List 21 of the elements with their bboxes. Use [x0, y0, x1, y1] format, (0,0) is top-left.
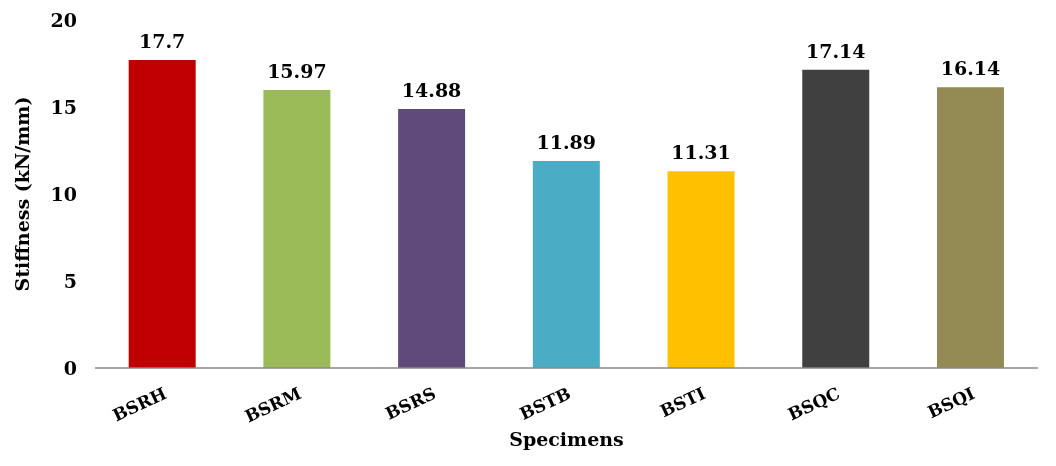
y-tick-label: 5 [63, 269, 77, 292]
data-label: 15.97 [267, 60, 327, 83]
y-tick-label: 10 [50, 182, 77, 205]
bar [667, 171, 735, 368]
bar [263, 90, 331, 368]
y-tick-label: 20 [50, 8, 77, 31]
data-label: 16.14 [940, 57, 1001, 80]
data-label: 11.31 [671, 141, 731, 164]
bar [936, 87, 1004, 368]
bar [802, 69, 870, 368]
y-axis-title: Stiffness (kN/mm) [10, 96, 33, 292]
bar [398, 109, 466, 368]
x-axis-title: Specimens [509, 428, 624, 450]
bar [532, 161, 600, 368]
y-tick-label: 15 [50, 95, 77, 118]
y-tick-label: 0 [63, 356, 77, 379]
data-label: 17.14 [806, 39, 866, 62]
data-label: 17.7 [139, 30, 186, 53]
bar [128, 60, 196, 368]
data-label: 14.88 [401, 79, 462, 102]
data-label: 11.89 [536, 131, 597, 154]
